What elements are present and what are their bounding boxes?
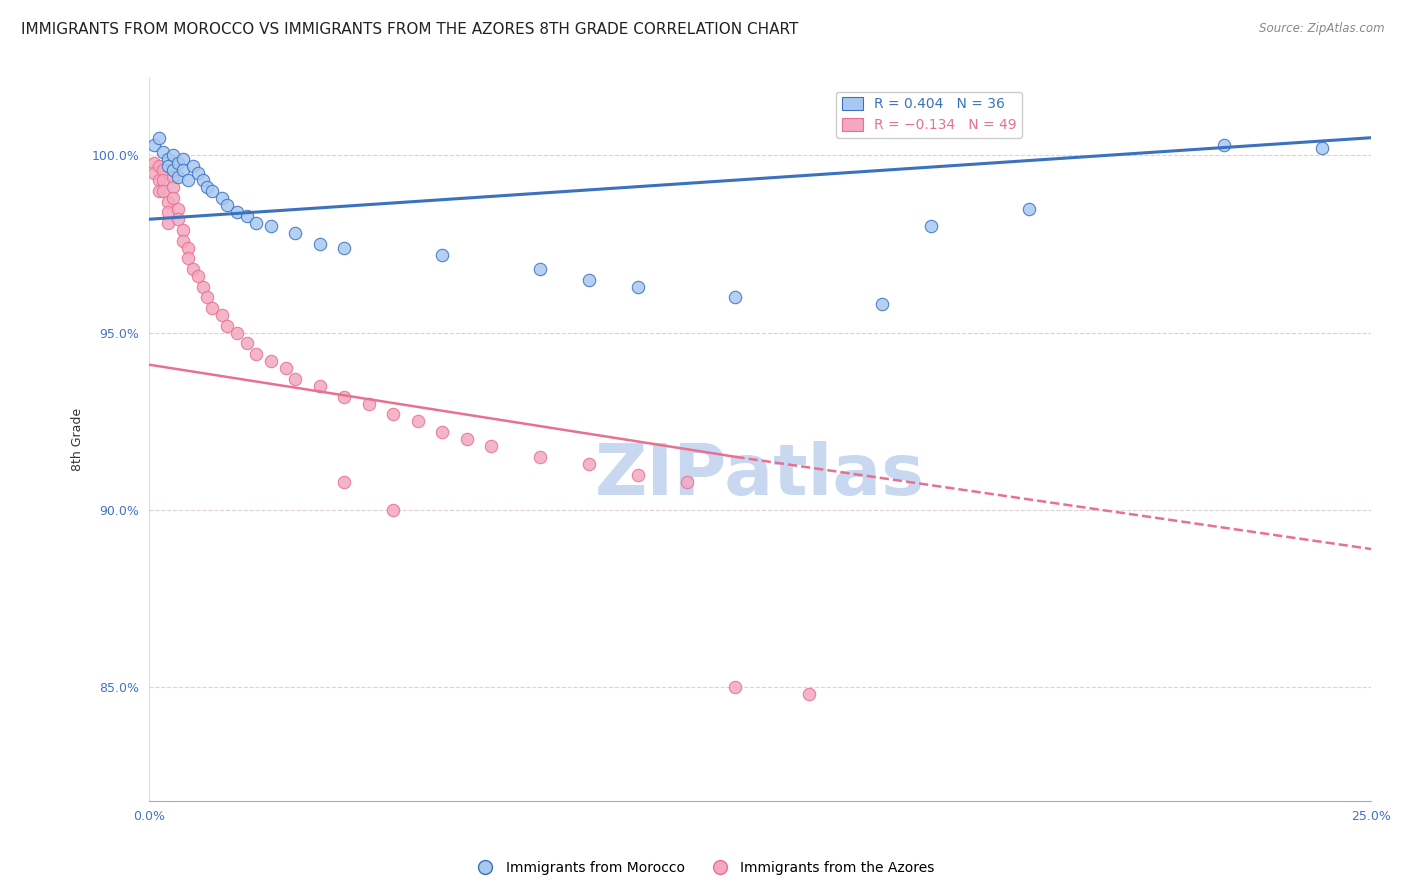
Point [245, 347, 267, 361]
Point [225, 326, 247, 340]
Point [167, 212, 190, 227]
Legend: Immigrants from Morocco, Immigrants from the Azores: Immigrants from Morocco, Immigrants from… [465, 855, 941, 880]
Point [157, 159, 180, 173]
Point [177, 252, 200, 266]
Point [148, 159, 170, 173]
Point [157, 194, 180, 209]
Point [382, 503, 405, 517]
Point [724, 681, 747, 695]
Point [201, 184, 224, 198]
Point [309, 379, 332, 393]
Point [797, 687, 820, 701]
Y-axis label: 8th Grade: 8th Grade [72, 408, 84, 471]
Point [235, 336, 257, 351]
Point [1213, 137, 1236, 152]
Point [152, 173, 174, 187]
Point [675, 475, 697, 489]
Point [235, 209, 257, 223]
Point [245, 216, 267, 230]
Point [172, 223, 194, 237]
Point [529, 261, 551, 276]
Point [157, 216, 180, 230]
Legend: R = 0.404   N = 36, R = −0.134   N = 49: R = 0.404 N = 36, R = −0.134 N = 49 [837, 92, 1022, 137]
Point [172, 162, 194, 177]
Point [148, 130, 170, 145]
Point [870, 297, 893, 311]
Point [274, 361, 297, 376]
Point [187, 166, 209, 180]
Point [157, 152, 180, 166]
Point [479, 439, 502, 453]
Point [181, 261, 204, 276]
Point [309, 237, 332, 252]
Point [406, 414, 429, 428]
Point [197, 290, 219, 304]
Point [333, 475, 356, 489]
Point [284, 372, 307, 386]
Point [578, 457, 600, 471]
Point [333, 241, 356, 255]
Point [456, 432, 478, 446]
Point [191, 279, 214, 293]
Point [333, 390, 356, 404]
Point [215, 318, 238, 333]
Point [627, 279, 650, 293]
Point [157, 205, 180, 219]
Point [430, 425, 453, 439]
Point [211, 308, 233, 322]
Point [430, 248, 453, 262]
Point [162, 191, 184, 205]
Point [191, 173, 214, 187]
Point [211, 191, 233, 205]
Point [215, 198, 238, 212]
Point [162, 180, 184, 194]
Text: Source: ZipAtlas.com: Source: ZipAtlas.com [1260, 22, 1385, 36]
Point [172, 234, 194, 248]
Point [225, 205, 247, 219]
Point [167, 169, 190, 184]
Point [177, 241, 200, 255]
Point [152, 184, 174, 198]
Point [260, 219, 283, 234]
Point [142, 166, 165, 180]
Point [724, 290, 747, 304]
Point [142, 155, 165, 169]
Text: ZIPatlas: ZIPatlas [595, 441, 925, 509]
Point [167, 202, 190, 216]
Text: IMMIGRANTS FROM MOROCCO VS IMMIGRANTS FROM THE AZORES 8TH GRADE CORRELATION CHAR: IMMIGRANTS FROM MOROCCO VS IMMIGRANTS FR… [21, 22, 799, 37]
Point [162, 169, 184, 184]
Point [529, 450, 551, 464]
Point [167, 155, 190, 169]
Point [152, 145, 174, 159]
Point [197, 180, 219, 194]
Point [627, 467, 650, 482]
Point [181, 159, 204, 173]
Point [152, 162, 174, 177]
Point [260, 354, 283, 368]
Point [357, 397, 380, 411]
Point [162, 162, 184, 177]
Point [187, 268, 209, 283]
Point [177, 173, 200, 187]
Point [162, 148, 184, 162]
Point [284, 227, 307, 241]
Point [172, 152, 194, 166]
Point [201, 301, 224, 315]
Point [148, 173, 170, 187]
Point [1018, 202, 1040, 216]
Point [578, 272, 600, 286]
Point [382, 407, 405, 421]
Point [142, 137, 165, 152]
Point [148, 184, 170, 198]
Point [1310, 141, 1333, 155]
Point [920, 219, 942, 234]
